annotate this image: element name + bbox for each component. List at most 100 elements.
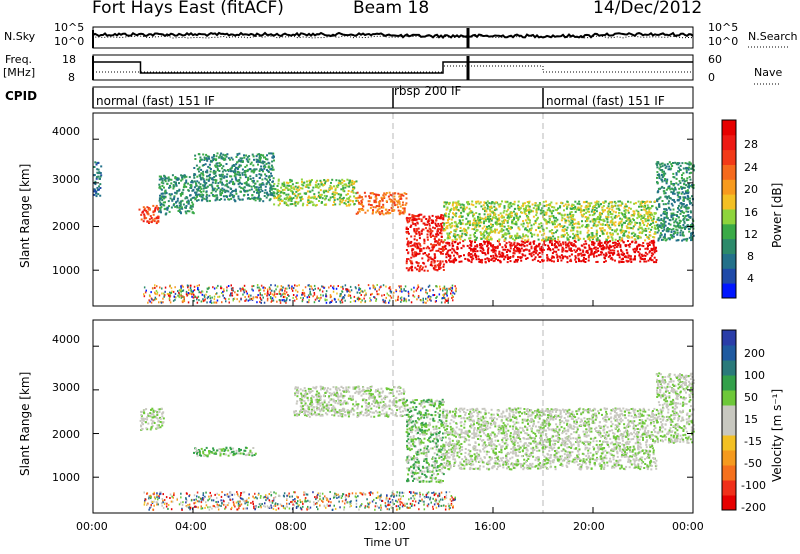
vel-cb-tick-m15: -15	[744, 435, 762, 448]
velocity-colorbar-swatch-0	[722, 495, 736, 511]
vel-cb-tick-m100: -100	[741, 479, 766, 492]
velocity-ylabel: Slant Range [km]	[18, 371, 32, 476]
nsky-panel-frame	[92, 26, 694, 49]
velocity-colorbar-swatch-8	[722, 375, 736, 391]
power-ytick-1000: 1000	[52, 264, 80, 277]
velocity-colorbar-swatch-6	[722, 405, 736, 421]
xtick-6: 00:00	[672, 520, 704, 533]
power-band-5	[355, 191, 408, 216]
power-colorbar-frame	[721, 119, 737, 299]
freq-label: Freq.	[5, 53, 33, 66]
power-colorbar-swatch-6	[722, 194, 736, 210]
velocity-ytick-2000: 2000	[52, 428, 80, 441]
velocity-band-4	[655, 372, 695, 444]
velocity-colorbar-swatch-7	[722, 390, 736, 406]
power-ground-scatter	[143, 284, 457, 304]
vel-cb-tick-100: 100	[744, 369, 765, 382]
power-colorbar-swatch-9	[722, 149, 736, 165]
vel-cb-tick-m200: -200	[741, 501, 766, 514]
power-colorbar-swatch-11	[722, 120, 736, 136]
velocity-band-2	[405, 398, 445, 484]
velocity-colorbar-swatch-5	[722, 420, 736, 436]
power-colorbar-swatch-7	[722, 179, 736, 195]
vel-cb-tick-200: 200	[744, 347, 765, 360]
station-title: Fort Hays East (fitACF)	[92, 0, 284, 18]
power-band-8	[443, 200, 658, 242]
freq-panel-frame	[92, 54, 694, 81]
xtick-1: 04:00	[175, 520, 207, 533]
power-colorbar-title: Power [dB]	[770, 182, 784, 248]
nsearch-tick-top: 10^5	[708, 21, 739, 34]
power-colorbar-swatch-3	[722, 238, 736, 254]
xtick-3: 12:00	[374, 520, 406, 533]
nsky-trace	[92, 31, 694, 39]
nave-tick-bottom: 0	[708, 71, 715, 84]
xtick-2: 08:00	[275, 520, 307, 533]
power-band-4	[273, 178, 358, 207]
nave-label: Nave	[754, 66, 783, 79]
date-label: 14/Dec/2012	[593, 0, 703, 18]
nave-trace	[93, 65, 693, 73]
velocity-ytick-1000: 1000	[52, 471, 80, 484]
velocity-ytick-3000: 3000	[52, 381, 80, 394]
power-ytick-2000: 2000	[52, 220, 80, 233]
power-colorbar-swatch-2	[722, 253, 736, 269]
power-cb-tick-8: 8	[747, 250, 754, 263]
power-colorbar-swatch-5	[722, 209, 736, 225]
beam-label: Beam 18	[353, 0, 430, 18]
power-cb-tick-28: 28	[744, 138, 758, 151]
cpid-label: CPID	[5, 89, 38, 103]
nsky-label: N.Sky	[4, 30, 36, 43]
freq-trace	[93, 61, 693, 74]
xtick-0: 00:00	[76, 520, 108, 533]
velocity-colorbar-swatch-2	[722, 465, 736, 481]
nsky-tick-top: 10^5	[54, 21, 85, 34]
freq-unit-label: [MHz]	[3, 66, 36, 79]
power-cb-tick-24: 24	[744, 161, 758, 174]
cpid-segment-3: normal (fast) 151 IF	[546, 94, 665, 108]
cpid-segment-1: normal (fast) 151 IF	[96, 94, 215, 108]
power-band-6	[405, 213, 445, 273]
power-band-0	[93, 161, 103, 198]
power-cb-tick-4: 4	[747, 272, 754, 285]
velocity-colorbar-swatch-3	[722, 450, 736, 466]
nsky-tick-bottom: 10^0	[54, 35, 85, 48]
velocity-colorbar-swatch-1	[722, 480, 736, 496]
power-colorbar-swatch-1	[722, 268, 736, 284]
vel-cb-tick-m50: -50	[744, 457, 762, 470]
velocity-colorbar-swatch-9	[722, 360, 736, 376]
xtick-4: 16:00	[474, 520, 506, 533]
power-ytick-4000: 4000	[52, 125, 80, 138]
nave-tick-top: 60	[708, 53, 722, 66]
velocity-band-1	[293, 385, 407, 418]
power-cb-tick-20: 20	[744, 183, 758, 196]
velocity-colorbar-swatch-4	[722, 435, 736, 451]
power-colorbar-swatch-0	[722, 283, 736, 299]
vel-cb-tick-50: 50	[744, 391, 758, 404]
power-ytick-3000: 3000	[52, 173, 80, 186]
vel-cb-tick-15: 15	[744, 413, 758, 426]
velocity-ytick-4000: 4000	[52, 333, 80, 346]
nsearch-label: N.Search	[748, 30, 798, 43]
power-ylabel: Slant Range [km]	[18, 163, 32, 268]
velocity-colorbar-swatch-10	[722, 345, 736, 361]
velocity-band-5	[193, 446, 257, 458]
velocity-colorbar-frame	[721, 329, 737, 511]
nsearch-tick-bottom: 10^0	[708, 35, 739, 48]
velocity-band-3	[443, 407, 658, 471]
power-colorbar-swatch-10	[722, 134, 736, 151]
power-band-1	[138, 204, 160, 225]
velocity-ground-scatter	[143, 491, 456, 511]
velocity-colorbar-title: Velocity [m s⁻¹]	[770, 388, 784, 482]
power-band-2	[158, 174, 195, 216]
power-colorbar-swatch-8	[722, 164, 736, 180]
power-colorbar-swatch-4	[722, 223, 736, 240]
power-band-3	[193, 152, 275, 203]
velocity-band-0	[139, 407, 165, 431]
xlabel: Time UT	[364, 536, 410, 549]
freq-tick-bottom: 8	[68, 71, 75, 84]
velocity-colorbar-swatch-11	[722, 330, 736, 346]
power-cb-tick-12: 12	[744, 228, 758, 241]
freq-tick-top: 18	[62, 53, 76, 66]
